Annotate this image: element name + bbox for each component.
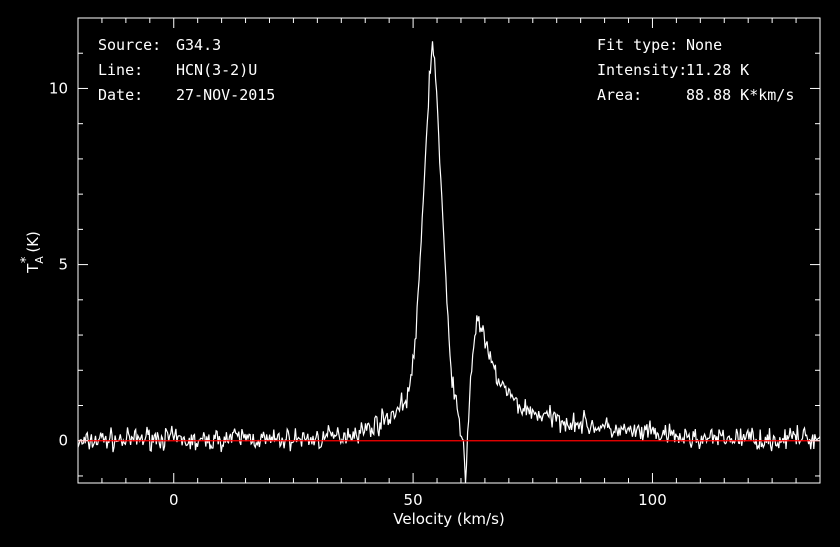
line-label: Line: [98,61,143,79]
date-label: Date: [98,86,143,104]
fit-type-label: Fit type: [597,36,678,54]
area-value: 88.88 K*km/s [686,86,794,104]
spectrum-line [77,41,821,484]
axis-ticks: 0 50 100 0 5 10 [49,18,820,509]
x-axis-title: Velocity (km/s) [393,510,504,528]
x-tick-label: 0 [169,491,179,509]
source-value: G34.3 [176,36,221,54]
line-value: HCN(3-2)U [176,61,257,79]
intensity-label: Intensity: [597,61,687,79]
y-tick-label: 10 [49,79,68,97]
plot-frame [77,17,821,484]
y-axis-title-sup: * [19,256,34,263]
intensity-value: 11.28 K [686,61,749,79]
y-axis-title-sub: A [33,256,46,264]
y-tick-label: 0 [58,432,68,450]
x-tick-label: 50 [404,491,423,509]
x-tick-label: 100 [638,491,667,509]
y-tick-label: 5 [58,256,68,274]
area-label: Area: [597,86,642,104]
y-axis-title: TA* (K) [19,231,46,274]
plot-area [77,41,821,484]
source-label: Source: [98,36,161,54]
svg-text:TA*(K): TA* (K) [19,231,46,274]
y-axis-title-unit: (K) [24,231,42,253]
date-value: 27-NOV-2015 [176,86,275,104]
fit-type-value: None [686,36,722,54]
y-axis-title-main: T [24,263,42,274]
